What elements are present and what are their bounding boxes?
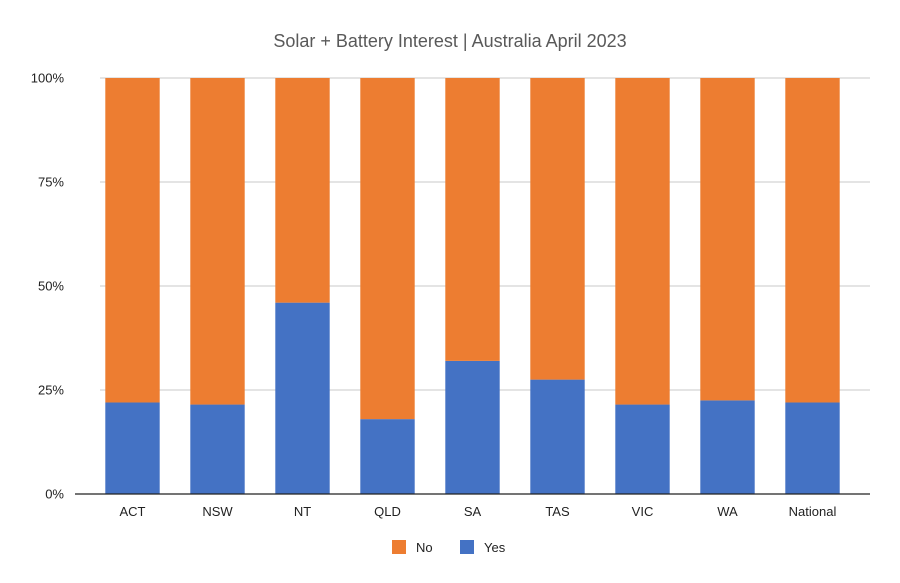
bar-yes-qld [360, 419, 415, 494]
bar-no-tas [530, 78, 585, 380]
bar-yes-sa [445, 360, 500, 494]
legend-label-yes: Yes [484, 540, 506, 555]
bar-yes-wa [700, 400, 755, 494]
x-tick-label: TAS [545, 504, 570, 519]
x-tick-label: QLD [374, 504, 401, 519]
y-tick-label: 0% [45, 487, 64, 502]
legend: No Yes [392, 540, 506, 555]
bar-no-sa [445, 78, 500, 361]
chart-title: Solar + Battery Interest | Australia Apr… [273, 31, 626, 51]
y-axis-ticks: 0% 25% 50% 75% 100% [31, 71, 65, 502]
bar-yes-act [105, 402, 160, 494]
legend-swatch-no [392, 540, 406, 554]
bar-no-qld [360, 78, 415, 420]
bar-yes-vic [615, 404, 670, 494]
bar-no-wa [700, 78, 755, 401]
y-tick-label: 100% [31, 71, 65, 86]
x-tick-label: ACT [120, 504, 146, 519]
x-tick-label: WA [717, 504, 738, 519]
y-tick-label: 75% [38, 175, 64, 190]
x-tick-label: NT [294, 504, 311, 519]
bar-yes-tas [530, 379, 585, 494]
bar-yes-national [785, 402, 840, 494]
bar-no-nsw [190, 78, 245, 405]
bar-no-national [785, 78, 840, 403]
bar-yes-nt [275, 302, 330, 494]
y-tick-label: 25% [38, 383, 64, 398]
bar-no-act [105, 78, 160, 403]
legend-swatch-yes [460, 540, 474, 554]
x-axis-ticks: ACT NSW NT QLD SA TAS VIC WA National [120, 504, 837, 519]
bars [105, 78, 840, 494]
x-tick-label: SA [464, 504, 482, 519]
x-tick-label: VIC [632, 504, 654, 519]
x-tick-label: NSW [202, 504, 233, 519]
x-tick-label: National [789, 504, 837, 519]
y-tick-label: 50% [38, 279, 64, 294]
bar-yes-nsw [190, 404, 245, 494]
legend-label-no: No [416, 540, 433, 555]
bar-no-nt [275, 78, 330, 303]
bar-no-vic [615, 78, 670, 405]
